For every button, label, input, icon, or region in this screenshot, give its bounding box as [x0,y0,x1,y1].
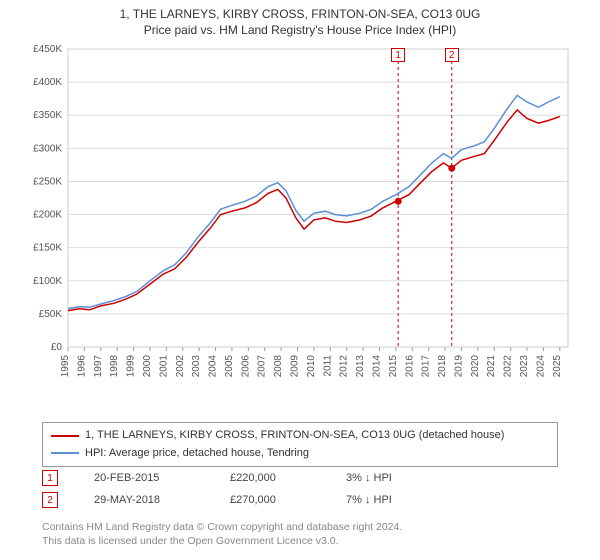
svg-text:2017: 2017 [421,354,432,377]
svg-text:2023: 2023 [519,354,530,377]
svg-text:£250K: £250K [33,176,62,187]
svg-text:2002: 2002 [175,354,186,377]
svg-text:2012: 2012 [339,354,350,377]
event-price: £220,000 [230,472,310,484]
svg-text:2016: 2016 [404,354,415,377]
svg-text:2000: 2000 [142,354,153,377]
legend-label: HPI: Average price, detached house, Tend… [85,445,309,463]
svg-text:2015: 2015 [388,354,399,377]
event-badge: 2 [42,492,58,508]
svg-text:2025: 2025 [552,354,563,377]
svg-text:2005: 2005 [224,354,235,377]
svg-text:2021: 2021 [486,354,497,377]
svg-text:2011: 2011 [322,354,333,376]
svg-text:1998: 1998 [109,354,120,377]
chart-title-line1: 1, THE LARNEYS, KIRBY CROSS, FRINTON-ON-… [0,0,600,23]
marker-badge: 1 [391,48,405,62]
svg-text:£100K: £100K [33,276,62,287]
svg-text:2014: 2014 [371,354,382,377]
legend-swatch [51,435,79,437]
svg-text:1996: 1996 [76,354,87,377]
chart-title-line2: Price paid vs. HM Land Registry's House … [0,23,600,41]
event-price: £270,000 [230,494,310,506]
svg-text:2006: 2006 [240,354,251,377]
svg-text:£200K: £200K [33,209,62,220]
svg-text:£150K: £150K [33,242,62,253]
credits: Contains HM Land Registry data © Crown c… [42,520,558,548]
event-table: 1 20-FEB-2015 £220,000 3% ↓ HPI 2 29-MAY-2018… [42,470,558,514]
event-row: 1 20-FEB-2015 £220,000 3% ↓ HPI [42,470,558,486]
svg-text:2024: 2024 [535,354,546,377]
event-row: 2 29-MAY-2018 £270,000 7% ↓ HPI [42,492,558,508]
legend: 1, THE LARNEYS, KIRBY CROSS, FRINTON-ON-… [42,422,558,467]
svg-text:£300K: £300K [33,143,62,154]
svg-text:1997: 1997 [93,354,104,377]
svg-text:2022: 2022 [503,354,514,377]
line-chart: £0 £50K £100K £150K £200K £250K £300K £350K £400… [20,41,580,381]
svg-text:2019: 2019 [453,354,464,377]
svg-text:2020: 2020 [470,354,481,377]
svg-text:2004: 2004 [208,354,219,377]
event-delta: 7% ↓ HPI [346,494,392,506]
svg-text:2009: 2009 [290,354,301,377]
marker-badge: 2 [445,48,459,62]
legend-row: 1, THE LARNEYS, KIRBY CROSS, FRINTON-ON-… [51,427,549,445]
chart-container: 1, THE LARNEYS, KIRBY CROSS, FRINTON-ON-… [0,0,600,560]
svg-text:1995: 1995 [60,354,71,377]
event-date: 29-MAY-2018 [94,494,194,506]
svg-text:£0: £0 [51,342,63,353]
svg-text:£400K: £400K [33,77,62,88]
event-badge: 1 [42,470,58,486]
legend-label: 1, THE LARNEYS, KIRBY CROSS, FRINTON-ON-… [85,427,504,445]
svg-text:2010: 2010 [306,354,317,377]
svg-text:2003: 2003 [191,354,202,377]
credits-line1: Contains HM Land Registry data © Crown c… [42,520,558,534]
legend-row: HPI: Average price, detached house, Tend… [51,445,549,463]
svg-text:£50K: £50K [39,309,63,320]
event-date: 20-FEB-2015 [94,472,194,484]
svg-text:2001: 2001 [158,354,169,377]
svg-text:£350K: £350K [33,110,62,121]
legend-swatch [51,452,79,454]
svg-text:2007: 2007 [257,354,268,377]
svg-text:1999: 1999 [126,354,137,377]
event-delta: 3% ↓ HPI [346,472,392,484]
svg-text:£450K: £450K [33,44,62,55]
svg-text:2008: 2008 [273,354,284,377]
svg-text:2013: 2013 [355,354,366,377]
svg-text:2018: 2018 [437,354,448,377]
credits-line2: This data is licensed under the Open Gov… [42,534,558,548]
